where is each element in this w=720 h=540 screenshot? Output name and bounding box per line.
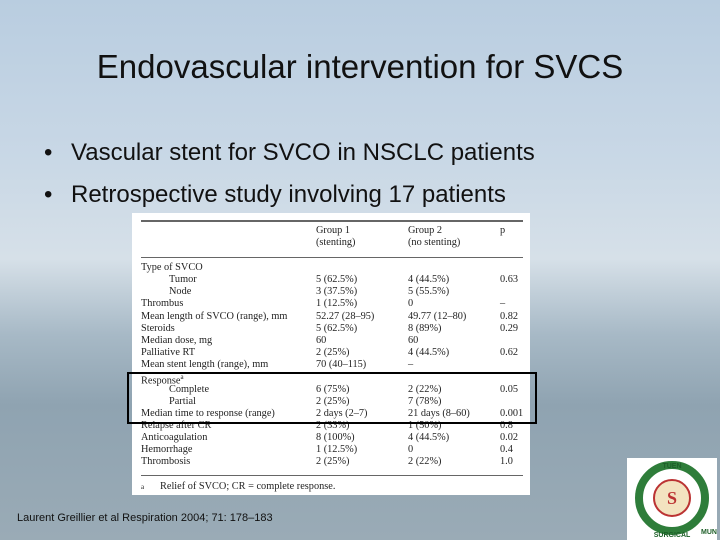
- bullet: Vascular stent for SVCO in NSCLC patient…: [44, 132, 535, 174]
- row-label: Partial: [169, 395, 196, 407]
- row-label: Responsea: [141, 373, 184, 387]
- row-label: Complete: [169, 383, 210, 395]
- rule: [141, 220, 523, 222]
- bullet: Retrospective study involving 17 patient…: [44, 174, 535, 216]
- table-cell: 5 (55.5%): [408, 286, 450, 298]
- table-cell: 6 (75%): [316, 383, 350, 395]
- table-cell: 2 (25%): [316, 456, 350, 468]
- table-cell: 2 (25%): [316, 395, 350, 407]
- table-cell: 0.29: [500, 322, 519, 334]
- table-cell: 8 (100%): [316, 432, 355, 444]
- header-cell: (stenting): [316, 237, 356, 248]
- rule: [141, 257, 523, 258]
- table-cell: 2 days (2–7): [316, 407, 368, 419]
- header-cell: p: [500, 225, 506, 236]
- table-cell: 5 (62.5%): [316, 274, 358, 286]
- table-image: a Relief of SVCO; CR = complete response…: [132, 213, 530, 495]
- row-label: Hemorrhage: [141, 444, 193, 456]
- slide-title: Endovascular intervention for SVCS: [96, 48, 624, 85]
- table-cell: 1.0: [500, 456, 513, 468]
- row-label: Anticoagulation: [141, 432, 208, 444]
- citation: Laurent Greillier et al Respiration 2004…: [17, 512, 273, 524]
- logo-center: [653, 479, 691, 517]
- table-cell: 0.63: [500, 274, 519, 286]
- logo-text: TUEN: [662, 463, 681, 470]
- table-cell: 5 (62.5%): [316, 322, 358, 334]
- header-cell: Group 1: [316, 225, 351, 236]
- row-label: Mean stent length (range), mm: [141, 359, 269, 371]
- table-cell: 70 (40–115): [316, 359, 367, 371]
- table-cell: –: [500, 298, 506, 310]
- table-cell: 0.8: [500, 419, 513, 431]
- logo-ring: [635, 461, 709, 535]
- highlight-box: [127, 372, 537, 424]
- rule: [141, 475, 523, 476]
- row-label: Mean length of SVCO (range), mm: [141, 310, 288, 322]
- logo-text: SURGICAL: [654, 532, 691, 539]
- table-cell: 60: [316, 334, 327, 346]
- table-cell: 2 (22%): [408, 456, 442, 468]
- table-cell: 1 (50%): [408, 419, 442, 431]
- logo: S TUEN SURGICAL MUN: [627, 458, 717, 540]
- table-cell: 0: [408, 298, 414, 310]
- row-label: Thrombosis: [141, 456, 191, 468]
- row-label: Thrombus: [141, 298, 184, 310]
- table-cell: 0.4: [500, 444, 513, 456]
- logo-emblem: S: [667, 488, 677, 508]
- table-cell: 52.27 (28–95): [316, 310, 375, 322]
- table-cell: 49.77 (12–80): [408, 310, 467, 322]
- logo-text: MUN: [701, 529, 717, 536]
- row-label: Median dose, mg: [141, 334, 213, 346]
- footnote-marker: a: [141, 483, 145, 491]
- table-cell: 0.82: [500, 310, 519, 322]
- table-cell: 0.02: [500, 432, 519, 444]
- table-cell: 4 (44.5%): [408, 274, 450, 286]
- table-cell: 3 (37.5%): [316, 286, 358, 298]
- table-cell: 0.001: [500, 407, 524, 419]
- footnote: Relief of SVCO; CR = complete response.: [160, 481, 336, 492]
- row-label: Node: [169, 286, 192, 298]
- table-cell: 1 (12.5%): [316, 298, 358, 310]
- header-cell: Group 2: [408, 225, 443, 236]
- bullet-list: Vascular stent for SVCO in NSCLC patient…: [44, 132, 535, 216]
- row-label: Palliative RT: [141, 347, 196, 359]
- row-label: Relapse after CR: [141, 419, 212, 431]
- footnote-marker: a: [180, 373, 184, 382]
- table-cell: 8 (89%): [408, 322, 442, 334]
- row-label: Steroids: [141, 322, 175, 334]
- table-cell: 0: [408, 444, 414, 456]
- table-cell: 2 (33%): [316, 419, 350, 431]
- row-label: Tumor: [169, 274, 197, 286]
- table-cell: 60: [408, 334, 419, 346]
- table-cell: 4 (44.5%): [408, 432, 450, 444]
- table-cell: 1 (12.5%): [316, 444, 358, 456]
- table-cell: 0.62: [500, 347, 519, 359]
- table-cell: –: [408, 359, 414, 371]
- table-cell: 2 (25%): [316, 347, 350, 359]
- table-cell: 21 days (8–60): [408, 407, 470, 419]
- header-cell: (no stenting): [408, 237, 461, 248]
- table-cell: 0.05: [500, 383, 519, 395]
- row-label: Type of SVCO: [141, 262, 203, 273]
- row-label: Median time to response (range): [141, 407, 275, 419]
- table-cell: 4 (44.5%): [408, 347, 450, 359]
- table-cell: 7 (78%): [408, 395, 442, 407]
- table-cell: 2 (22%): [408, 383, 442, 395]
